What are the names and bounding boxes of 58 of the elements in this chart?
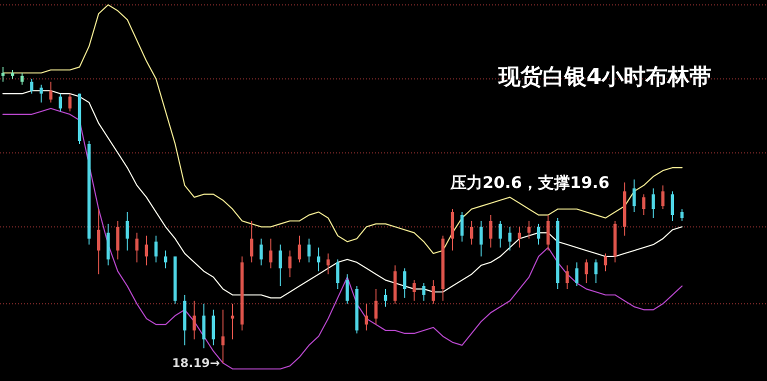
- candlestick: [307, 238, 311, 263]
- candlestick: [432, 280, 435, 304]
- candlestick: [192, 300, 196, 340]
- candlestick: [20, 72, 24, 86]
- candlestick: [154, 235, 158, 263]
- candlestick: [642, 194, 646, 216]
- candlestick: [288, 250, 292, 278]
- candlestick: [661, 184, 664, 210]
- candlestick: [260, 238, 263, 266]
- candlestick: [680, 208, 684, 222]
- candlestick: [40, 84, 43, 104]
- candlestick: [1, 66, 5, 82]
- candlestick: [604, 252, 608, 272]
- candlestick: [384, 288, 388, 308]
- candlestick: [58, 93, 62, 112]
- candlestick: [412, 280, 416, 302]
- candlestick: [498, 220, 502, 248]
- candlestick: [144, 235, 148, 266]
- candlestick: [116, 220, 120, 260]
- candlestick: [566, 264, 569, 290]
- candlestick: [536, 223, 540, 246]
- candlestick: [316, 247, 320, 272]
- candlestick: [489, 214, 492, 248]
- candlestick: [326, 252, 330, 275]
- candlestick: [652, 188, 655, 218]
- candlestick: [460, 212, 464, 242]
- candlestick: [480, 220, 483, 257]
- candlestick: [632, 178, 636, 213]
- candlestick: [212, 309, 215, 346]
- candlestick: [584, 258, 588, 284]
- candlestick: [575, 262, 578, 287]
- annotation: 压力20.6，支撑19.6: [450, 173, 610, 192]
- candlestick: [298, 235, 302, 263]
- candlestick: [202, 303, 206, 349]
- chart-title: 现货白银4小时布林带: [497, 65, 712, 90]
- candlestick: [670, 190, 674, 222]
- candlestick: [97, 208, 100, 275]
- candlestick: [135, 232, 138, 263]
- candlestick: [422, 282, 426, 302]
- candlestick: [126, 212, 129, 252]
- candlestick: [164, 250, 168, 269]
- candlestick: [374, 288, 378, 326]
- candlestick: [594, 258, 598, 284]
- candlestick: [527, 220, 531, 240]
- candlestick: [546, 214, 550, 252]
- candlestick: [470, 220, 474, 246]
- candlestick: [250, 220, 254, 263]
- candlestick: [230, 303, 234, 340]
- candlestick: [346, 274, 349, 304]
- candlestick: [49, 81, 52, 104]
- annotation: 18.19→: [172, 356, 220, 370]
- candlestick: [336, 258, 340, 290]
- candlestick: [68, 93, 72, 112]
- candlestick: [403, 268, 406, 298]
- candlestick: [364, 303, 368, 331]
- candlestick: [30, 78, 34, 94]
- candlestick: [278, 244, 282, 287]
- candlestick: [269, 238, 272, 269]
